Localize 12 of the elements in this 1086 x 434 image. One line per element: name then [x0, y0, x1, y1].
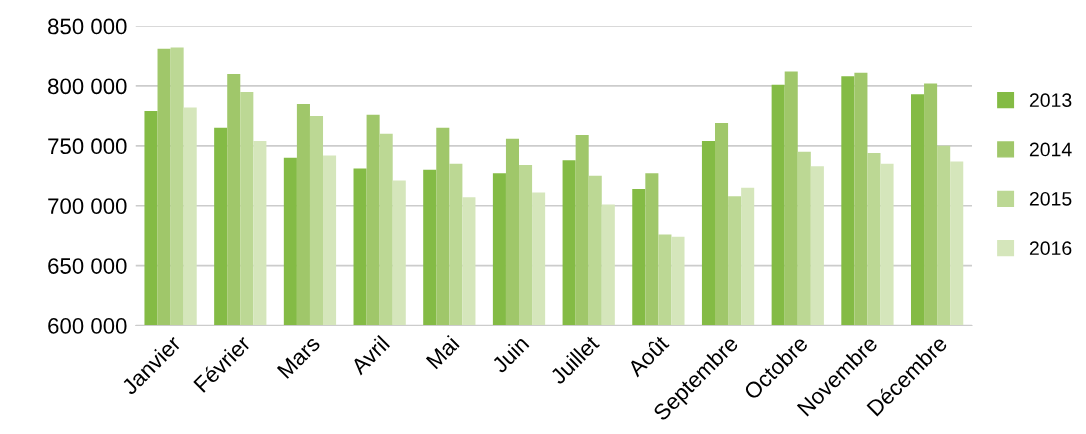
y-tick-label: 700 000 — [48, 198, 127, 214]
y-tick-label: 650 000 — [48, 258, 127, 274]
legend-label: 2016 — [1029, 241, 1072, 256]
x-tick-label: Juin — [490, 334, 530, 374]
legend-label: 2013 — [1029, 93, 1072, 108]
legend-label: 2014 — [1029, 142, 1072, 157]
legend-label: 2015 — [1029, 191, 1072, 206]
y-tick-label: 600 000 — [48, 318, 127, 334]
y-tick-label: 850 000 — [48, 18, 127, 35]
x-tick-label: Mai — [425, 334, 460, 370]
y-tick-label: 750 000 — [48, 138, 127, 155]
y-tick-label: 800 000 — [48, 78, 127, 95]
